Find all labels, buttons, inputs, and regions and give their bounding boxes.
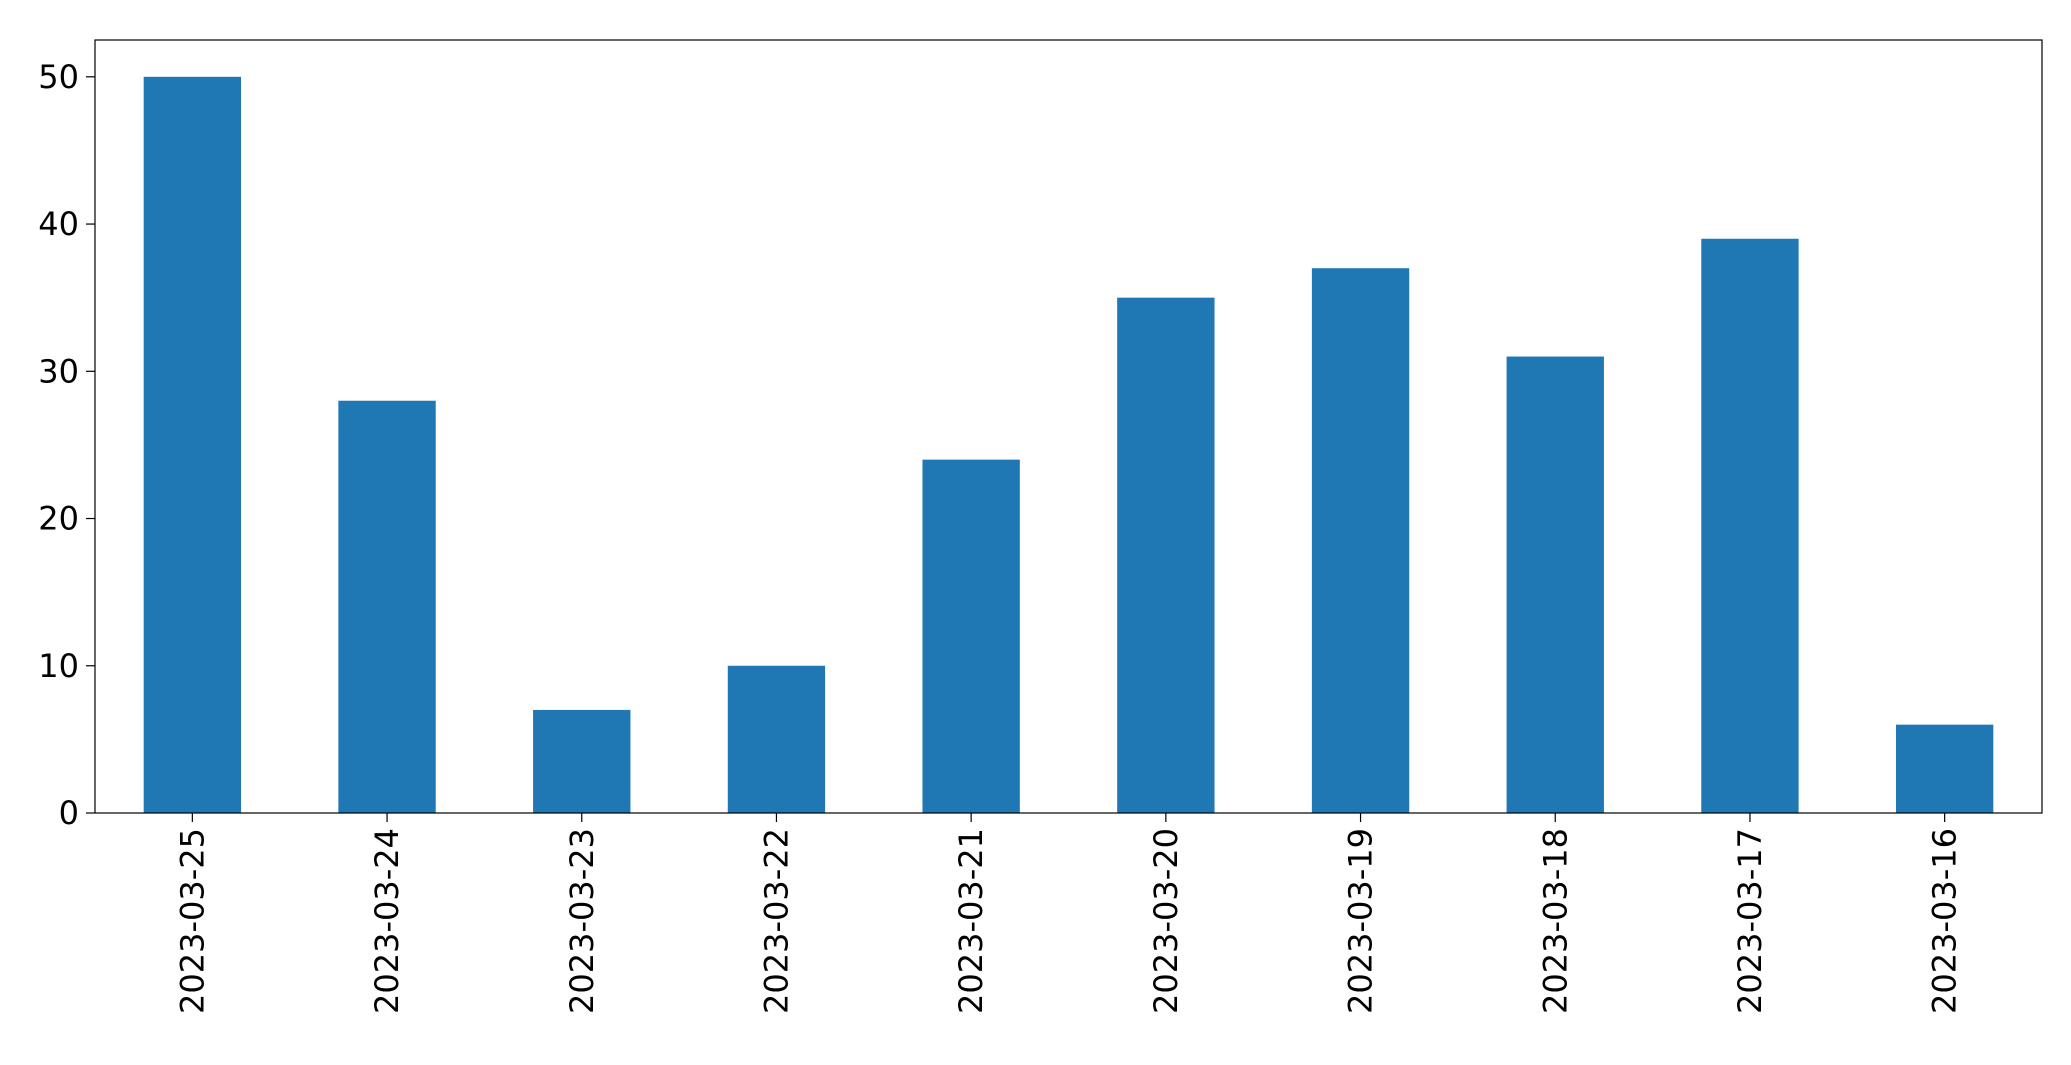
bars-layer (143, 76, 1994, 814)
bar-2023-03-20 (1117, 297, 1215, 813)
plot-frame (94, 39, 2043, 814)
bar-2023-03-18 (1506, 356, 1604, 813)
bar-2023-03-17 (1701, 238, 1799, 813)
x-tick-label: 2023-03-22 (757, 828, 795, 1014)
bar-2023-03-23 (533, 709, 631, 813)
bar-2023-03-16 (1895, 724, 1994, 813)
x-tick-label: 2023-03-20 (1147, 828, 1185, 1014)
x-tick-label: 2023-03-18 (1536, 828, 1574, 1014)
x-tick-label: 2023-03-17 (1731, 828, 1769, 1014)
bar-2023-03-19 (1311, 268, 1410, 814)
x-axis-ticks: 2023-03-25 2023-03-24 2023-03-23 2023-03-22… (173, 813, 1964, 1014)
bar-2023-03-22 (727, 665, 826, 813)
axes-layer (94, 39, 2043, 814)
bar-2023-03-24 (338, 400, 436, 813)
x-tick-label: 2023-03-23 (563, 828, 601, 1014)
x-tick-label: 2023-03-25 (173, 828, 211, 1014)
bar-2023-03-25 (143, 76, 242, 813)
y-tick-label: 40 (38, 205, 79, 243)
x-tick-label: 2023-03-24 (368, 828, 406, 1014)
x-tick-label: 2023-03-19 (1342, 828, 1380, 1014)
y-tick-label: 0 (59, 794, 79, 832)
x-tick-label: 2023-03-16 (1926, 828, 1964, 1014)
y-tick-label: 30 (38, 352, 79, 390)
y-axis-ticks: 0 10 20 30 40 50 (38, 58, 95, 832)
x-tick-label: 2023-03-21 (952, 828, 990, 1014)
y-tick-label: 10 (38, 647, 79, 685)
y-tick-label: 20 (38, 500, 79, 538)
bar-2023-03-21 (922, 459, 1020, 813)
y-tick-label: 50 (38, 58, 79, 96)
